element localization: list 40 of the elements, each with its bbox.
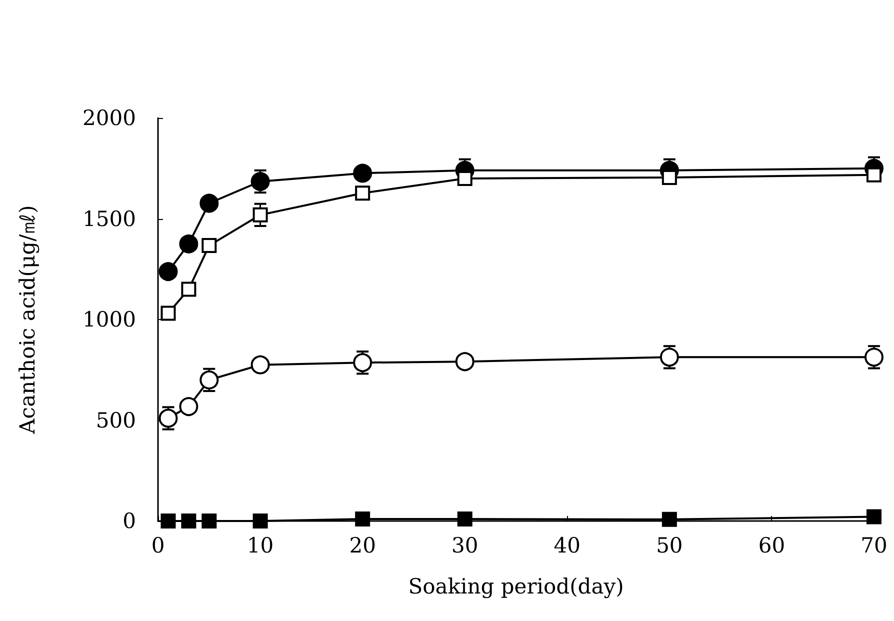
point xyxy=(455,352,474,372)
point xyxy=(250,355,270,374)
point xyxy=(160,514,176,528)
point xyxy=(160,306,176,321)
point xyxy=(202,514,217,528)
y-tick-label: 1000 xyxy=(82,308,136,332)
point xyxy=(355,186,370,201)
y-tick-label: 500 xyxy=(96,408,136,432)
point xyxy=(866,509,882,524)
point xyxy=(457,511,472,526)
point xyxy=(252,207,268,222)
y-tick-label: 0 xyxy=(122,509,136,533)
x-axis-title: Soaking period(day) xyxy=(408,574,624,598)
point xyxy=(250,172,270,191)
point xyxy=(864,348,884,367)
x-tick-label: 0 xyxy=(151,534,165,558)
point xyxy=(866,167,882,182)
point xyxy=(353,164,372,183)
point xyxy=(200,370,219,390)
x-tick-label: 10 xyxy=(246,534,274,558)
point xyxy=(252,514,268,528)
x-tick-label: 60 xyxy=(758,534,786,558)
y-axis-title: Acanthoic acid(μg/㎖) xyxy=(16,205,40,435)
x-tick-label: 20 xyxy=(349,534,376,558)
point xyxy=(181,514,196,528)
x-tick-label: 70 xyxy=(860,534,888,558)
y-tick-label: 2000 xyxy=(82,106,136,130)
x-tick-label: 40 xyxy=(554,534,581,558)
point xyxy=(179,234,198,254)
point xyxy=(202,238,217,254)
point xyxy=(179,397,198,416)
point xyxy=(158,262,178,282)
point xyxy=(200,194,219,213)
x-tick-label: 50 xyxy=(656,534,683,558)
point xyxy=(355,511,370,526)
x-tick-label: 30 xyxy=(451,534,478,558)
point xyxy=(181,282,196,297)
point xyxy=(660,348,679,367)
y-tick-label: 1500 xyxy=(82,206,136,231)
point xyxy=(662,512,677,527)
